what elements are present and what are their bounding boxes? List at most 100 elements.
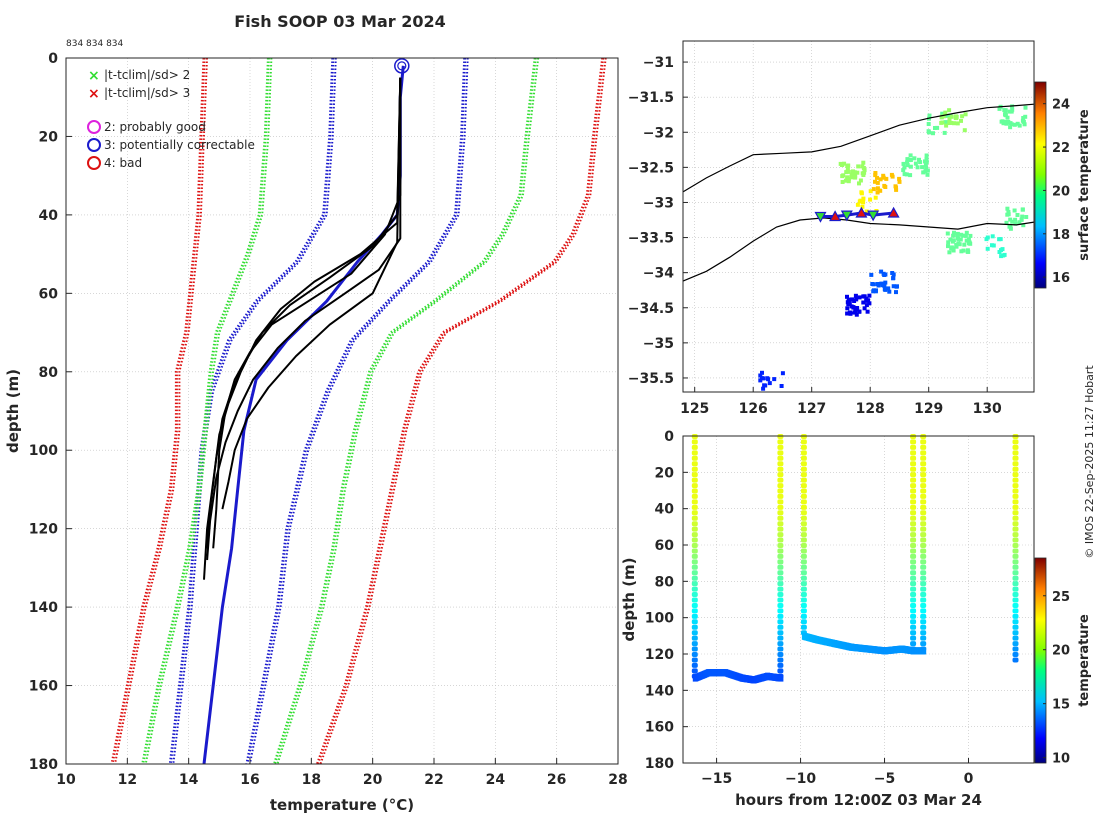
credit-text: © IMOS 22-Sep-2025 11:27 Hobart [1083, 365, 1096, 559]
sst-pixel [947, 120, 952, 125]
cast-sample [777, 635, 784, 641]
sst-pixel [921, 170, 926, 175]
cast-sample [920, 466, 927, 472]
sst-pixel [870, 282, 875, 286]
cast-sample [691, 461, 698, 467]
cast-sample [910, 477, 917, 483]
sst-pixel [952, 121, 956, 126]
cast-sample [920, 537, 927, 543]
sst-pixel [855, 202, 860, 207]
cast-sample [800, 613, 807, 619]
sst-pixel [873, 195, 878, 200]
sst-pixel [985, 246, 990, 251]
depth-time-frame [682, 435, 1035, 764]
sst-pixel [765, 376, 770, 381]
cast-sample [777, 657, 784, 663]
sst-pixel [927, 130, 931, 135]
cast-sample [1012, 564, 1019, 570]
cast-sample [920, 570, 927, 576]
sst-pixel [913, 161, 918, 166]
sst-pixel [905, 157, 910, 162]
sst-pixel [883, 185, 888, 189]
sst-pixel [950, 239, 955, 244]
cast-sample [910, 455, 917, 461]
sst-pixel [943, 120, 948, 125]
cast-sample [800, 537, 807, 543]
cast-sample [920, 526, 927, 532]
cast-sample [1012, 461, 1019, 467]
cast-sample [800, 570, 807, 576]
cast-sample [910, 466, 917, 472]
depth-time-y-tick-label: 120 [645, 647, 674, 663]
sst-pixel [939, 115, 944, 120]
sst-pixel [861, 300, 866, 305]
sst-pixel [948, 237, 953, 242]
cast-sample [777, 570, 784, 576]
cast-sample [800, 532, 807, 538]
drop-marker-up [887, 206, 900, 218]
sst-pixel [924, 159, 929, 164]
sst-pixel [882, 287, 887, 292]
cast-sample [920, 510, 927, 516]
cast-sample [800, 608, 807, 614]
cast-sample [691, 641, 698, 647]
sst-pixel [843, 178, 848, 183]
legend-qc4-label: 4: bad [104, 156, 142, 170]
cast-sample [800, 521, 807, 527]
sst-pixel [946, 240, 951, 245]
series-line-sd2-lower [141, 57, 270, 765]
cast-sample [691, 619, 698, 625]
sst-pixel [860, 204, 865, 209]
cast-sample [910, 641, 917, 647]
cast-sample [920, 624, 927, 630]
sst-pixel [933, 126, 937, 130]
cast-sample [777, 488, 784, 494]
series-line-shadow [114, 57, 208, 765]
cast-sample [691, 493, 698, 499]
sst-pixel [942, 130, 947, 135]
sst-pixel [853, 174, 858, 179]
legend-qc2-label: 2: probably good [104, 120, 206, 134]
sst-pixel [865, 309, 870, 314]
sst-pixel [1008, 125, 1013, 130]
cast-sample [691, 597, 698, 603]
cast-sample [691, 592, 698, 597]
cast-sample [800, 581, 807, 587]
cast-sample [691, 439, 698, 445]
sst-pixel [956, 237, 961, 242]
sst-pixel [850, 297, 855, 302]
sst-pixel [894, 187, 899, 192]
sst-pixel [1020, 207, 1025, 212]
sst-pixel [963, 233, 968, 238]
sst-pixel [846, 302, 851, 307]
drop-marker-up [855, 206, 868, 218]
cast-sample [910, 581, 917, 587]
sst-pixel [947, 250, 952, 255]
profile-x-tick-label: 22 [424, 772, 443, 788]
sst-pixel [923, 169, 928, 174]
cast-sample [777, 603, 784, 608]
sst-pixel [1007, 224, 1012, 229]
cast-sample [920, 635, 927, 641]
drop-marker-up [829, 210, 842, 222]
sst-pixel [923, 162, 928, 167]
sst-pixel [840, 162, 845, 167]
map-y-tick-label: −31.5 [628, 90, 674, 106]
cast-sample [691, 543, 698, 548]
cast-sample [691, 521, 698, 527]
cast-sample [920, 613, 927, 619]
sst-pixel [960, 114, 965, 119]
cast-sample [777, 466, 784, 472]
sst-pixel [883, 280, 888, 285]
cast-sample [1012, 510, 1019, 516]
cast-sample [1012, 553, 1019, 559]
surface-temperature-colorbar-label: surface temperature [1077, 109, 1092, 261]
cast-sample [1012, 657, 1019, 663]
colorbar-tick-label: 22 [1052, 141, 1070, 156]
cast-sample [777, 439, 784, 445]
counts-label: 834 834 834 [66, 39, 124, 49]
sst-pixel [861, 196, 866, 201]
sst-pixel [864, 298, 869, 303]
profile-series [110, 57, 607, 765]
cast-sample [910, 586, 917, 592]
